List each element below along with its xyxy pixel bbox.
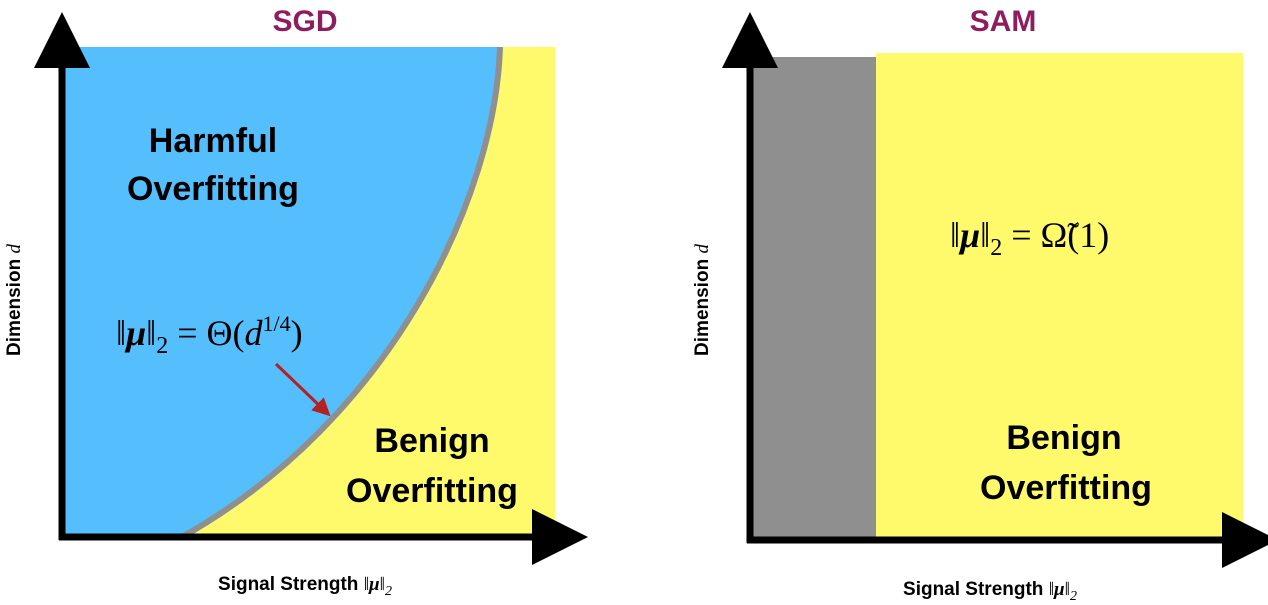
benign-region [876,53,1243,537]
x-axis-label: Signal Strength ‖μ‖2 [218,574,392,599]
x-axis-label: Signal Strength ‖μ‖2 [903,579,1077,604]
boundary-curve [180,46,503,540]
pointer-arrow [274,362,331,417]
sam-panel: SAM Dimension d Signal Strength ‖μ‖2 Ben… [692,5,1268,604]
y-axis-label: Dimension d [4,244,25,356]
panel-title: SAM [970,5,1037,38]
sam-formula: ‖μ‖2 = Ω̃(1) [950,215,1109,261]
boundary-formula: ‖μ‖2 = Θ(d1/4) [116,311,303,359]
harmful-label: Harmful Overfitting [127,122,299,208]
benign-label: Benign Overfitting [346,422,518,510]
gray-region [753,57,876,537]
benign-label: Benign Overfitting [980,419,1152,507]
y-axis-label: Dimension d [692,244,713,356]
harmful-region [62,47,500,537]
panel-title: SGD [272,5,337,38]
sgd-panel: SGD Dimension d Signal Strength ‖μ‖2 Har… [4,5,588,599]
